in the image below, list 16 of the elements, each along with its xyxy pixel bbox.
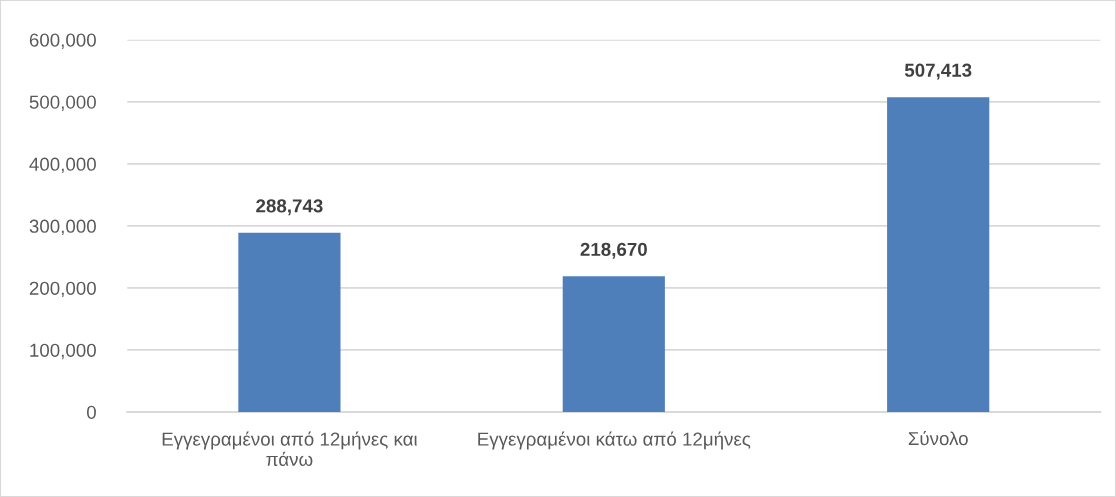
x-tick-label: Εγγεγραμένοι κάτω από 12μήνες xyxy=(478,431,751,450)
y-tick-label: 0 xyxy=(86,405,96,419)
y-tick-label: 400,000 xyxy=(29,157,96,174)
x-tick-label: Σύνολο xyxy=(908,430,968,446)
data-label: 507,413 xyxy=(904,63,972,80)
y-tick-label: 600,000 xyxy=(29,33,96,49)
data-label: 218,670 xyxy=(580,242,647,259)
y-tick-label: 500,000 xyxy=(29,95,96,111)
x-tick-label: Εγγεγραμένοι από 12μήνες και πάνω xyxy=(162,431,418,466)
y-tick-label: 200,000 xyxy=(29,281,96,298)
data-label: 288,743 xyxy=(256,199,323,216)
y-tick-label: 300,000 xyxy=(29,219,96,236)
bar xyxy=(238,232,341,413)
y-tick-label: 100,000 xyxy=(30,343,96,360)
bar xyxy=(887,97,990,413)
bar xyxy=(562,276,665,413)
